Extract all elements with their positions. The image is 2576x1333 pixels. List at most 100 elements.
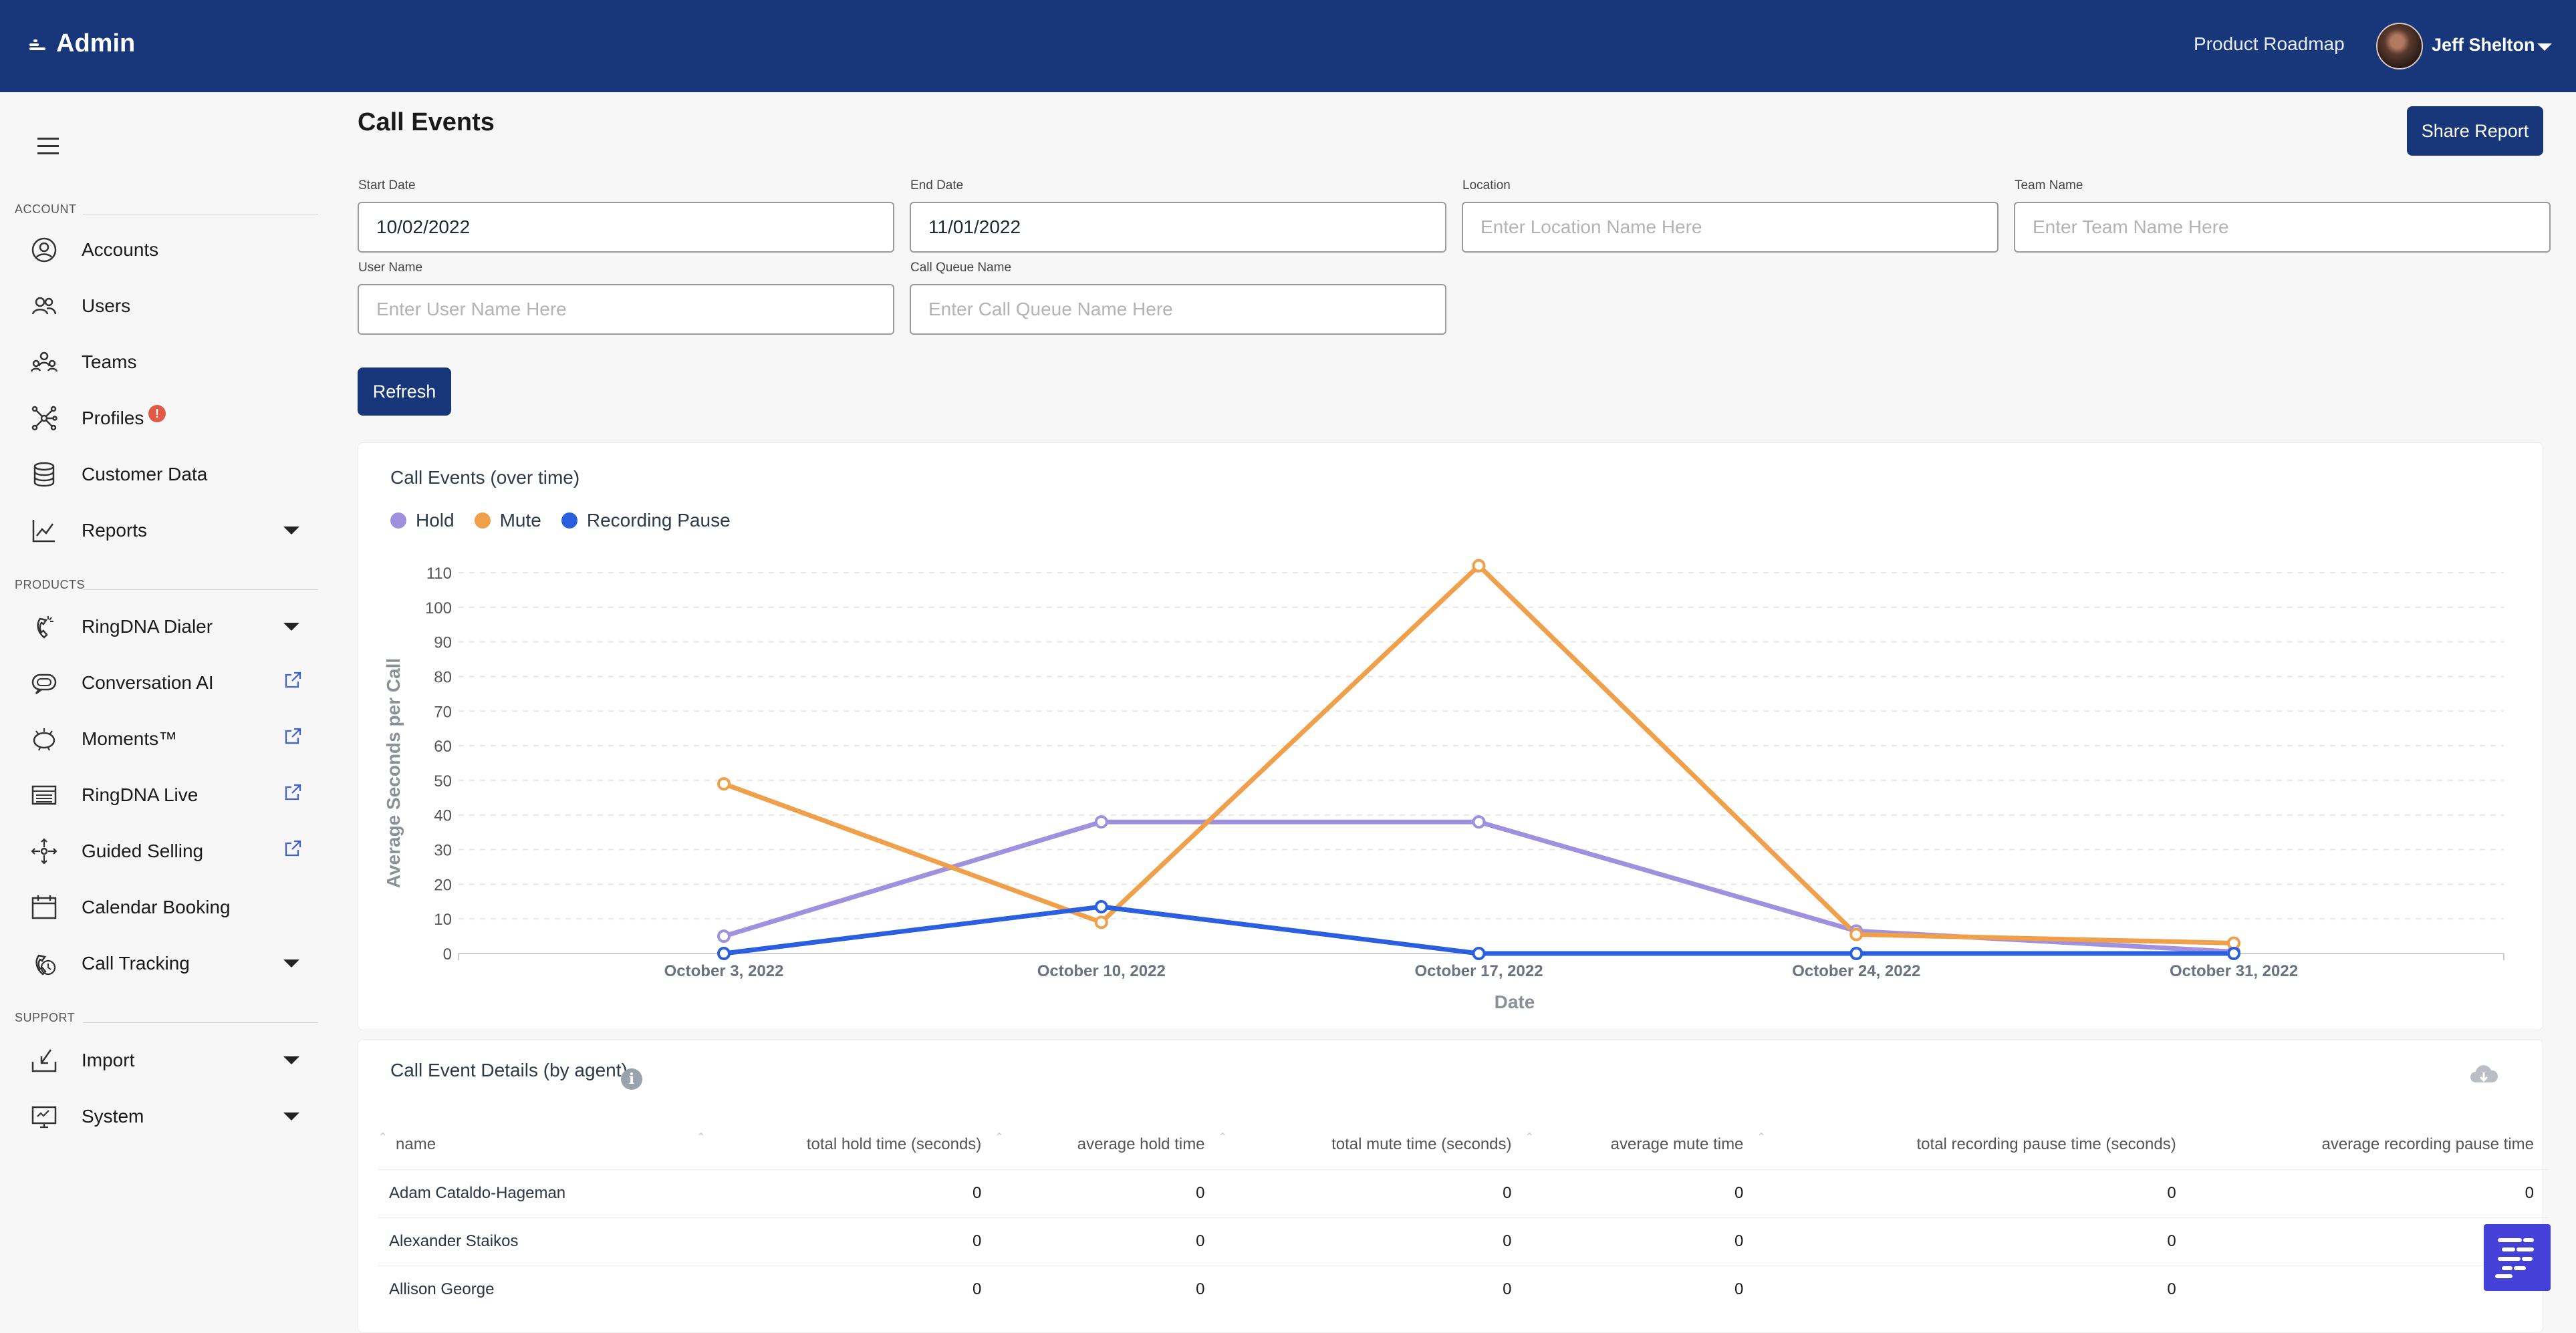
y-axis-title: Average Seconds per Call [383, 658, 404, 888]
sidebar-item-customer-data[interactable]: Customer Data [0, 450, 334, 498]
y-tick-label: 50 [434, 772, 452, 790]
share-report-button[interactable]: Share Report [2407, 106, 2543, 156]
column-header-average-mute[interactable]: ⌃ average mute time [1525, 1132, 1744, 1153]
table-cell: 0 [2189, 1169, 2547, 1217]
call-queue-field[interactable]: Enter Call Queue Name Here [910, 284, 1446, 335]
sidebar-item-label: RingDNA Dialer [82, 616, 213, 637]
sidebar-item-moments[interactable]: Moments™ [0, 715, 334, 763]
data-point-recording-pause [1094, 900, 1108, 914]
table-cell: 0 [995, 1169, 1218, 1217]
section-label-support: SUPPORT [15, 1011, 76, 1024]
table-row[interactable]: Allison George 0 0 0 0 0 [378, 1265, 2547, 1314]
sidebar-item-ringdna-live[interactable]: RingDNA Live [0, 771, 334, 819]
legend-label: Recording Pause [586, 510, 731, 531]
column-header-average-recording-pause[interactable]: average recording pause time [2321, 1135, 2534, 1153]
legend-label: Mute [499, 510, 541, 531]
sidebar-item-accounts[interactable]: Accounts [0, 226, 334, 274]
team-name-field[interactable]: Enter Team Name Here [2014, 202, 2551, 253]
chevron-down-icon[interactable] [2537, 43, 2552, 51]
y-tick-label: 10 [434, 911, 452, 929]
table-cell: 0 [696, 1217, 995, 1266]
table-cell: 0 [1218, 1265, 1525, 1314]
x-tick-label: October 10, 2022 [1037, 962, 1166, 980]
import-icon [29, 1046, 59, 1075]
series-line-mute [723, 563, 2234, 945]
column-header-average-hold[interactable]: ⌃ average hold time [995, 1132, 1205, 1153]
info-icon[interactable]: i [621, 1068, 642, 1090]
data-point-recording-pause [1472, 947, 1486, 960]
end-date-field[interactable]: 11/01/2022 [910, 202, 1446, 253]
user-name-label: User Name [358, 261, 423, 275]
chat-bubble-icon [29, 668, 59, 698]
sidebar-item-call-tracking[interactable]: Call Tracking [0, 939, 334, 988]
sidebar-item-label: Moments™ [82, 728, 178, 749]
external-link-icon[interactable] [283, 671, 302, 690]
browser-icon [29, 780, 59, 810]
chevron-down-icon [283, 527, 299, 535]
sidebar-item-system[interactable]: System [0, 1092, 334, 1141]
sidebar-item-calendar-booking[interactable]: Calendar Booking [0, 883, 334, 931]
start-date-field[interactable]: 10/02/2022 [358, 202, 894, 253]
x-axis-title: Date [1495, 992, 1535, 1012]
chart-title: Call Events (over time) [390, 467, 580, 488]
column-header-name[interactable]: ⌃ name [378, 1132, 436, 1153]
location-field[interactable]: Enter Location Name Here [1462, 202, 1999, 253]
sidebar-item-profiles[interactable]: Profiles ! [0, 394, 334, 442]
calendar-icon [29, 893, 59, 922]
sidebar-item-ringdna-dialer[interactable]: RingDNA Dialer [0, 603, 334, 651]
avatar[interactable] [2376, 23, 2423, 69]
y-tick-label: 40 [434, 807, 452, 825]
external-link-icon[interactable] [283, 783, 302, 802]
product-roadmap-link[interactable]: Product Roadmap [2194, 33, 2345, 54]
column-header-total-recording-pause[interactable]: ⌃ total recording pause time (seconds) [1757, 1132, 2176, 1153]
refresh-button[interactable]: Refresh [358, 367, 451, 416]
chart-card: Call Events (over time) Hold Mute Record… [358, 442, 2543, 1030]
legend-item-recording-pause[interactable]: Recording Pause [561, 510, 731, 531]
chart-line-icon [29, 516, 59, 545]
data-point-hold [1094, 815, 1108, 829]
table-header-row: ⌃ name ⌃ total hold time (seconds) ⌃ averag… [378, 1120, 2547, 1169]
sidebar-item-label: Users [82, 295, 131, 316]
data-point-recording-pause [717, 947, 731, 960]
y-tick-label: 90 [434, 634, 452, 652]
user-menu-name[interactable]: Jeff Shelton [2432, 35, 2535, 55]
location-label: Location [1462, 178, 1511, 192]
y-tick-label: 20 [434, 876, 452, 894]
sidebar-item-label: Profiles [82, 408, 144, 428]
data-point-hold [717, 929, 731, 943]
external-link-icon[interactable] [283, 839, 302, 858]
bell-icon [29, 724, 59, 754]
brand[interactable]: Admin [29, 29, 135, 58]
table-cell: 0 [1757, 1217, 2190, 1266]
external-link-icon[interactable] [283, 727, 302, 746]
sidebar-item-label: RingDNA Live [82, 784, 199, 805]
legend-item-hold[interactable]: Hold [390, 510, 455, 531]
sidebar-item-conversation-ai[interactable]: Conversation AI [0, 659, 334, 707]
table-cell: 0 [995, 1265, 1218, 1314]
sidebar-item-users[interactable]: Users [0, 282, 334, 330]
table-row[interactable]: Alexander Staikos 0 0 0 0 0 [378, 1217, 2547, 1266]
sort-icon: ⌃ [696, 1132, 706, 1143]
sidebar-item-guided-selling[interactable]: Guided Selling [0, 827, 334, 875]
sort-icon: ⌃ [1218, 1132, 1227, 1143]
table-cell: 0 [995, 1217, 1218, 1266]
sidebar-item-label: Calendar Booking [82, 897, 231, 917]
sidebar-item-label: Conversation AI [82, 672, 214, 693]
sidebar-item-reports[interactable]: Reports [0, 506, 334, 555]
table-row[interactable]: Adam Cataldo-Hageman 0 0 0 0 0 0 [378, 1169, 2547, 1217]
hamburger-menu-icon[interactable] [37, 138, 59, 155]
user-name-field[interactable]: Enter User Name Here [358, 284, 894, 335]
column-header-total-hold[interactable]: ⌃ total hold time (seconds) [696, 1132, 982, 1153]
chat-widget-button[interactable] [2484, 1224, 2551, 1291]
x-tick-label: October 3, 2022 [664, 962, 784, 980]
legend-item-mute[interactable]: Mute [474, 510, 541, 531]
sidebar-item-label: Import [82, 1050, 135, 1070]
sidebar-item-teams[interactable]: Teams [0, 338, 334, 386]
call-queue-label: Call Queue Name [910, 261, 1012, 275]
cloud-download-icon[interactable] [2469, 1062, 2498, 1089]
data-point-hold [1472, 815, 1486, 829]
column-header-total-mute[interactable]: ⌃ total mute time (seconds) [1218, 1132, 1512, 1153]
sidebar-item-import[interactable]: Import [0, 1036, 334, 1084]
details-title: Call Event Details (by agent) [390, 1060, 628, 1080]
divider [83, 1022, 318, 1023]
